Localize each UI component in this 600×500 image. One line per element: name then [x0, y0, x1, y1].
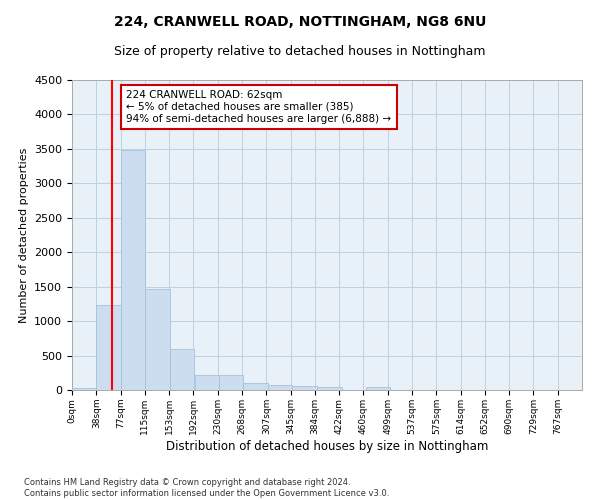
Y-axis label: Number of detached properties: Number of detached properties — [19, 148, 29, 322]
Bar — [292, 386, 317, 390]
Text: 224, CRANWELL ROAD, NOTTINGHAM, NG8 6NU: 224, CRANWELL ROAD, NOTTINGHAM, NG8 6NU — [114, 15, 486, 29]
Text: Contains HM Land Registry data © Crown copyright and database right 2024.
Contai: Contains HM Land Registry data © Crown c… — [24, 478, 389, 498]
Bar — [170, 350, 194, 390]
X-axis label: Distribution of detached houses by size in Nottingham: Distribution of detached houses by size … — [166, 440, 488, 452]
Bar — [72, 388, 96, 390]
Bar — [268, 385, 292, 390]
Bar — [243, 383, 268, 390]
Bar — [366, 387, 390, 390]
Bar — [219, 375, 243, 390]
Text: 224 CRANWELL ROAD: 62sqm
← 5% of detached houses are smaller (385)
94% of semi-d: 224 CRANWELL ROAD: 62sqm ← 5% of detache… — [127, 90, 391, 124]
Bar — [121, 150, 145, 390]
Bar — [145, 290, 170, 390]
Text: Size of property relative to detached houses in Nottingham: Size of property relative to detached ho… — [114, 45, 486, 58]
Bar — [195, 375, 219, 390]
Bar — [96, 304, 121, 390]
Bar — [317, 387, 341, 390]
